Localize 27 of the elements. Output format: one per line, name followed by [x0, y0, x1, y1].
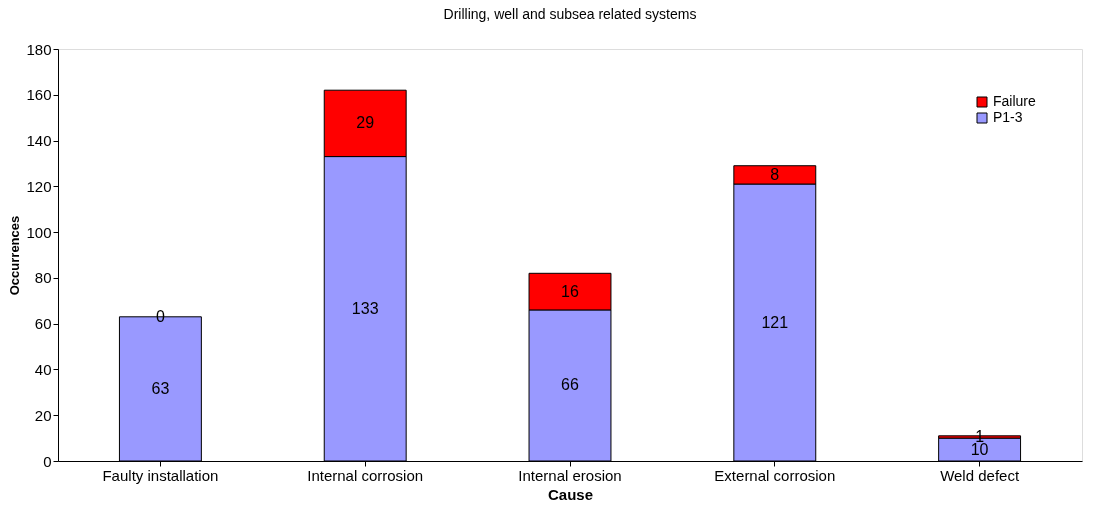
y-tick-label: 80 — [34, 269, 52, 287]
x-tick-label: Faulty installation — [102, 466, 219, 484]
y-tick-label: 120 — [26, 177, 52, 195]
legend-label: P1-3 — [993, 109, 1023, 125]
y-tick-label: 140 — [26, 132, 52, 150]
y-tick-label: 20 — [34, 406, 52, 424]
data-label: 63 — [151, 379, 170, 397]
y-tick-label: 160 — [26, 86, 52, 104]
x-tick-label: Internal corrosion — [307, 466, 424, 484]
y-tick-label: 100 — [26, 223, 52, 241]
x-axis-title: Cause — [547, 485, 594, 503]
data-label: 66 — [561, 376, 579, 394]
y-tick-label: 180 — [26, 40, 52, 58]
data-label: 29 — [356, 114, 375, 132]
data-label: 133 — [351, 299, 379, 317]
y-tick-label: 60 — [34, 315, 52, 333]
data-label: 16 — [561, 282, 579, 300]
y-tick-label: 0 — [43, 452, 52, 470]
data-label: 8 — [770, 165, 780, 183]
y-axis-title: Occurrences — [7, 215, 23, 296]
x-tick-label: Weld defect — [940, 466, 1020, 484]
x-tick-label: External corrosion — [714, 466, 836, 484]
legend-label: Failure — [993, 93, 1037, 109]
data-label: 121 — [761, 313, 789, 331]
x-tick-label: Internal erosion — [518, 466, 622, 484]
y-tick-label: 40 — [34, 360, 52, 378]
chart-title: Drilling, well and subsea related systems — [443, 6, 697, 22]
